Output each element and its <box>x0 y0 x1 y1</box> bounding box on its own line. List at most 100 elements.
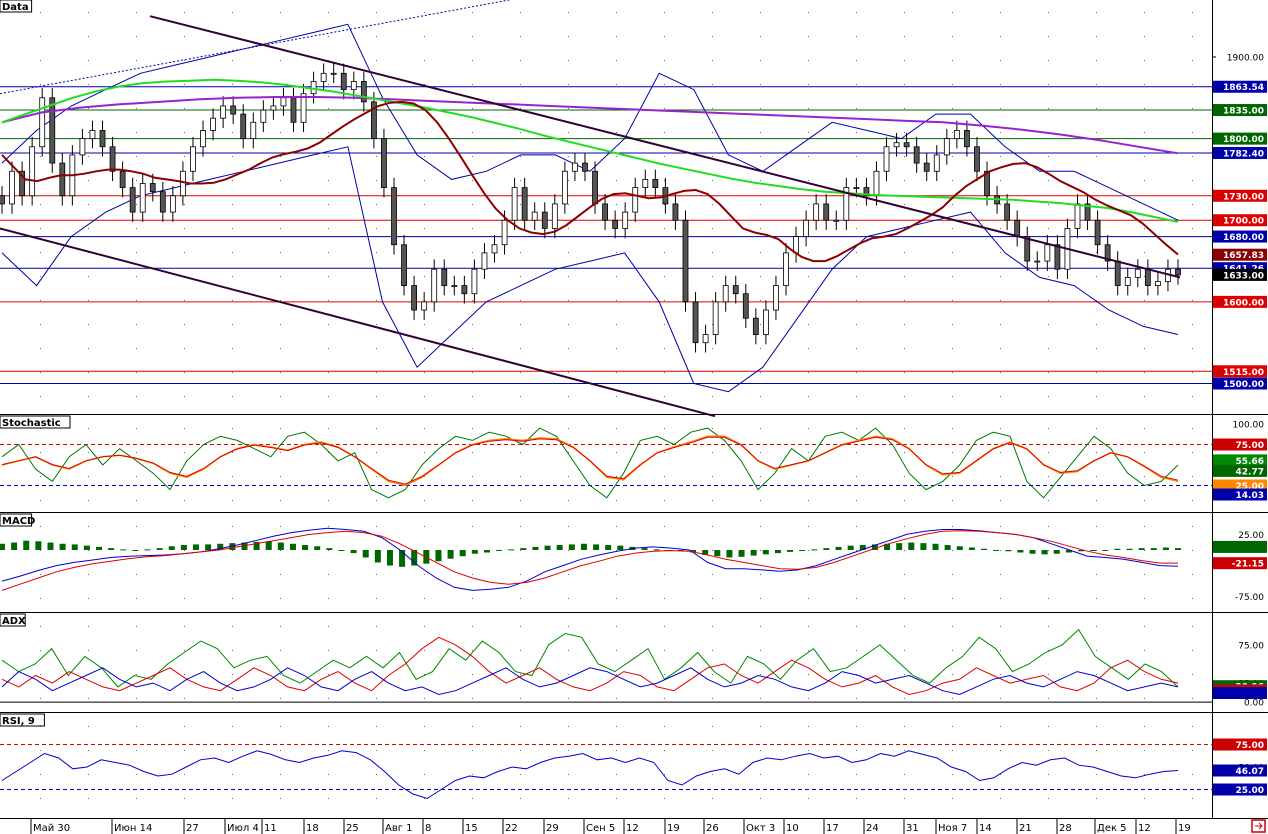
grid-dot <box>376 156 377 157</box>
candle-body <box>551 203 558 229</box>
grid-dot <box>568 228 569 229</box>
grid-dot <box>712 324 713 325</box>
y-tick-label: 75.00 <box>1238 641 1264 651</box>
level-tag <box>1213 214 1267 227</box>
grid-dot <box>88 774 89 775</box>
candle-body <box>953 130 960 140</box>
grid-dot <box>184 574 185 575</box>
grid-dot <box>1144 774 1145 775</box>
macd-histogram-bar <box>362 550 369 558</box>
grid-dot <box>904 452 905 453</box>
grid-dot <box>904 726 905 727</box>
grid-dot <box>1048 476 1049 477</box>
grid-dot <box>40 252 41 253</box>
grid-dot <box>232 204 233 205</box>
grid-dot <box>712 276 713 277</box>
grid-dot <box>952 750 953 751</box>
candle-body <box>974 146 980 172</box>
grid-dot <box>184 774 185 775</box>
candle-body <box>461 285 468 295</box>
grid-dot <box>280 156 281 157</box>
grid-dot <box>904 598 905 599</box>
grid-dot <box>856 798 857 799</box>
grid-dot <box>760 180 761 181</box>
grid-dot <box>808 698 809 699</box>
macd-histogram-bar <box>762 550 769 555</box>
grid-dot <box>1096 180 1097 181</box>
grid-dot <box>424 726 425 727</box>
grid-dot <box>1000 132 1001 133</box>
grid-dot <box>376 396 377 397</box>
grid-dot <box>904 84 905 85</box>
grid-dot <box>616 84 617 85</box>
macd-histogram-bar <box>823 548 830 550</box>
grid-dot <box>424 324 425 325</box>
level-tag-label: 1600.00 <box>1223 298 1264 308</box>
level-tag <box>1213 80 1267 93</box>
grid-dot <box>568 574 569 575</box>
x-tick-label: Июл 4 <box>227 823 259 834</box>
grid-dot <box>1192 60 1193 61</box>
grid-dot <box>712 626 713 627</box>
grid-dot <box>376 300 377 301</box>
grid-dot <box>760 650 761 651</box>
level-tag <box>1213 189 1267 202</box>
x-tick-label: 12 <box>1138 823 1151 834</box>
grid-dot <box>904 574 905 575</box>
level-tag <box>1213 295 1267 308</box>
value-tag <box>1213 438 1267 451</box>
grid-dot <box>1144 180 1145 181</box>
grid-dot <box>472 300 473 301</box>
grid-dot <box>760 452 761 453</box>
grid-dot <box>88 324 89 325</box>
candle-body <box>320 72 327 82</box>
grid-dot <box>328 476 329 477</box>
grid-dot <box>1192 228 1193 229</box>
grid-dot <box>568 550 569 551</box>
grid-dot <box>136 204 137 205</box>
level-tag-label: 1782.40 <box>1223 149 1264 159</box>
candle-body <box>783 252 789 286</box>
grid-dot <box>328 674 329 675</box>
y-tick-label: 25.00 <box>1238 531 1264 541</box>
grid-dot <box>856 574 857 575</box>
grid-dot <box>952 476 953 477</box>
macd-histogram-bar <box>944 545 951 550</box>
candle-body <box>230 105 237 115</box>
grid-dot <box>1000 276 1001 277</box>
grid-dot <box>568 526 569 527</box>
grid-dot <box>760 526 761 527</box>
grid-dot <box>1144 476 1145 477</box>
grid-dot <box>568 84 569 85</box>
grid-dot <box>232 228 233 229</box>
grid-dot <box>1144 84 1145 85</box>
grid-dot <box>1096 452 1097 453</box>
candle-body <box>1154 281 1161 286</box>
grid-dot <box>664 372 665 373</box>
x-tick-label: 31 <box>906 823 919 834</box>
arrow-right-icon[interactable] <box>1255 822 1263 830</box>
candle-body <box>622 211 629 229</box>
stochastic-slow-line <box>1 436 1179 485</box>
grid-dot <box>856 12 857 13</box>
grid-dot <box>1192 798 1193 799</box>
grid-dot <box>280 650 281 651</box>
macd-histogram-bar <box>217 543 224 550</box>
grid-dot <box>1096 396 1097 397</box>
grid-dot <box>424 452 425 453</box>
grid-dot <box>136 626 137 627</box>
candle-body <box>260 109 267 123</box>
grid-dot <box>472 698 473 699</box>
candle-body <box>1124 276 1131 286</box>
grid-dot <box>808 108 809 109</box>
grid-dot <box>568 108 569 109</box>
grid-dot <box>184 228 185 229</box>
grid-dot <box>280 36 281 37</box>
grid-dot <box>328 300 329 301</box>
grid-dot <box>1000 774 1001 775</box>
grid-dot <box>1000 156 1001 157</box>
candle-body <box>964 130 970 148</box>
grid-dot <box>40 452 41 453</box>
macd-histogram-bar <box>59 543 66 550</box>
value-tag-label: 46.07 <box>1236 767 1264 777</box>
